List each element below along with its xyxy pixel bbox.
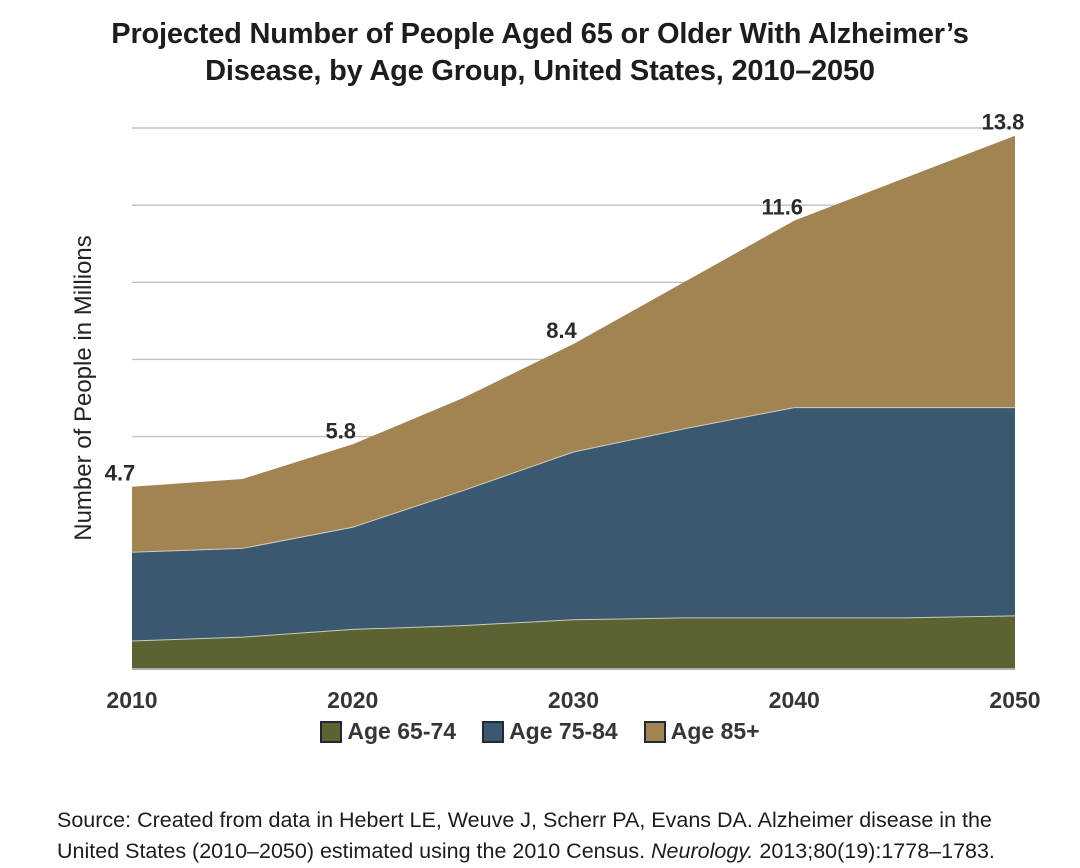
- x-tick-label-2020: 2020: [327, 687, 378, 713]
- source-citation-detail: 2013;80(19):1778–1783.: [753, 838, 995, 863]
- x-tick-label-2010: 2010: [106, 687, 157, 713]
- legend-swatch-age-85: [643, 720, 666, 743]
- area-age-85: [132, 135, 1015, 553]
- legend-swatch-age-75-84: [482, 720, 505, 743]
- chart-title-line-2: Disease, by Age Group, United States, 20…: [205, 55, 875, 87]
- data-label-2030: 8.4: [546, 318, 577, 343]
- legend-swatch-age-65-74: [320, 720, 343, 743]
- band-boundary: [131, 615, 1016, 642]
- source-citation: Source: Created from data in Hebert LE, …: [57, 805, 1052, 867]
- legend-label-age-75-84: Age 75-84: [509, 718, 618, 744]
- data-label-2010: 4.7: [105, 461, 136, 486]
- data-label-2040: 11.6: [761, 195, 803, 220]
- band-boundary: [131, 407, 1015, 553]
- x-tick-label-2040: 2040: [769, 687, 820, 713]
- legend-item-age-65-74: Age 65-74: [320, 718, 456, 745]
- x-tick-label-2030: 2030: [548, 687, 599, 713]
- chart-legend: Age 65-74 Age 75-84 Age 85+: [0, 718, 1080, 745]
- source-journal-name: Neurology.: [651, 838, 754, 863]
- chart-title: Projected Number of People Aged 65 or Ol…: [0, 16, 1080, 90]
- x-tick-label-2050: 2050: [989, 687, 1040, 713]
- area-age-75-84: [132, 407, 1015, 641]
- legend-item-age-75-84: Age 75-84: [482, 718, 618, 745]
- legend-label-age-85: Age 85+: [670, 718, 760, 744]
- chart-title-line-1: Projected Number of People Aged 65 or Ol…: [111, 18, 969, 50]
- legend-item-age-85: Age 85+: [643, 718, 760, 745]
- data-label-2020: 5.8: [325, 418, 356, 443]
- legend-label-age-65-74: Age 65-74: [347, 718, 457, 744]
- area-age-65-74: [132, 615, 1015, 668]
- source-text: Source: Created from data in Hebert LE, …: [57, 807, 992, 863]
- data-label-2050: 13.8: [982, 110, 1025, 135]
